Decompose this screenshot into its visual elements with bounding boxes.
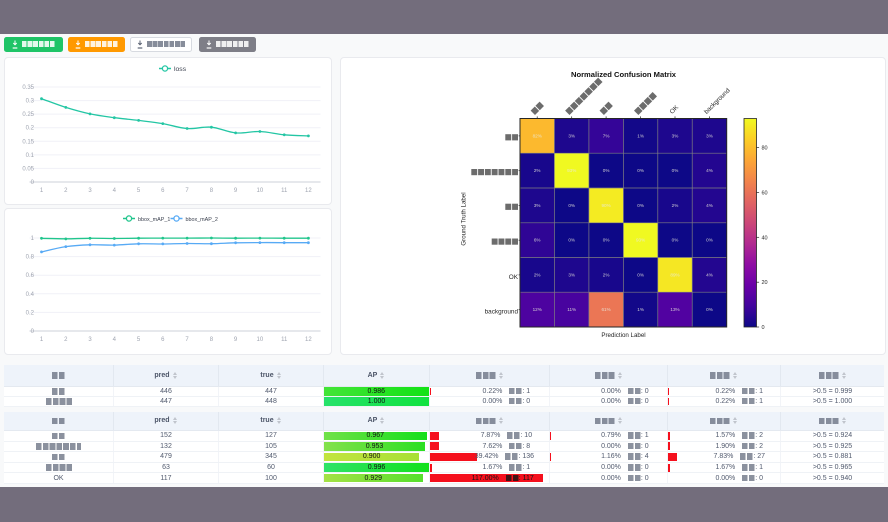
svg-text:Normalized Confusion Matrix: Normalized Confusion Matrix <box>570 70 676 79</box>
svg-text:1: 1 <box>31 236 35 242</box>
svg-text:10: 10 <box>257 188 264 194</box>
svg-text:61%: 61% <box>601 307 610 312</box>
svg-text:0%: 0% <box>706 238 713 243</box>
svg-text:3%: 3% <box>568 134 575 139</box>
svg-text:Prediction Label: Prediction Label <box>601 332 645 339</box>
svg-text:40: 40 <box>761 235 767 241</box>
svg-text:80: 80 <box>761 146 767 152</box>
svg-text:2: 2 <box>64 188 68 194</box>
svg-text:0.4: 0.4 <box>26 292 35 298</box>
svg-text:5: 5 <box>137 337 141 343</box>
svg-text:0%: 0% <box>568 238 575 243</box>
svg-text:1%: 1% <box>637 307 644 312</box>
svg-text:0%: 0% <box>637 168 644 173</box>
svg-text:0%: 0% <box>602 238 609 243</box>
svg-text:9: 9 <box>234 188 238 194</box>
svg-text:89%: 89% <box>670 273 679 278</box>
svg-text:1: 1 <box>40 188 44 194</box>
svg-text:3%: 3% <box>706 134 713 139</box>
svg-text:10: 10 <box>257 337 264 343</box>
svg-text:0%: 0% <box>602 168 609 173</box>
svg-text:3: 3 <box>88 337 92 343</box>
svg-text:2%: 2% <box>533 273 540 278</box>
svg-text:0%: 0% <box>637 203 644 208</box>
svg-text:93%: 93% <box>635 238 644 243</box>
svg-text:0: 0 <box>761 325 764 331</box>
svg-text:9: 9 <box>234 337 238 343</box>
svg-text:0%: 0% <box>568 203 575 208</box>
svg-text:2%: 2% <box>671 203 678 208</box>
svg-text:background: background <box>484 309 518 316</box>
svg-text:background: background <box>703 87 732 116</box>
svg-text:4%: 4% <box>706 273 713 278</box>
svg-text:60: 60 <box>761 191 767 197</box>
svg-text:Ground Truth Label: Ground Truth Label <box>460 192 467 245</box>
svg-text:0: 0 <box>31 329 35 335</box>
svg-text:0%: 0% <box>671 238 678 243</box>
svg-text:12%: 12% <box>532 307 541 312</box>
svg-text:2%: 2% <box>602 273 609 278</box>
svg-text:93%: 93% <box>567 168 576 173</box>
svg-text:bbox_mAP_1: bbox_mAP_1 <box>138 217 170 223</box>
svg-text:13%: 13% <box>670 307 679 312</box>
svg-text:0%: 0% <box>671 168 678 173</box>
svg-text:11: 11 <box>281 188 288 194</box>
svg-text:6: 6 <box>161 337 165 343</box>
svg-text:4: 4 <box>113 188 117 194</box>
svg-text:6: 6 <box>161 188 165 194</box>
svg-text:5: 5 <box>137 188 141 194</box>
svg-text:8: 8 <box>210 188 214 194</box>
svg-text:OK: OK <box>668 104 680 116</box>
svg-text:3%: 3% <box>671 134 678 139</box>
svg-text:2%: 2% <box>533 168 540 173</box>
svg-text:0.2: 0.2 <box>26 126 35 132</box>
svg-text:3%: 3% <box>568 273 575 278</box>
svg-text:0.1: 0.1 <box>26 153 35 159</box>
svg-text:0%: 0% <box>706 307 713 312</box>
svg-text:4: 4 <box>113 337 117 343</box>
svg-text:OK: OK <box>508 274 518 281</box>
svg-text:7: 7 <box>185 337 189 343</box>
svg-text:11: 11 <box>281 337 288 343</box>
svg-text:0.8: 0.8 <box>26 255 35 261</box>
svg-text:loss: loss <box>174 66 187 73</box>
svg-text:4%: 4% <box>706 203 713 208</box>
svg-text:0.25: 0.25 <box>22 112 34 118</box>
svg-text:0.3: 0.3 <box>26 99 35 105</box>
svg-text:4%: 4% <box>706 168 713 173</box>
svg-text:2: 2 <box>64 337 68 343</box>
svg-text:1%: 1% <box>637 134 644 139</box>
svg-text:8: 8 <box>210 337 214 343</box>
svg-text:6%: 6% <box>533 238 540 243</box>
svg-text:90%: 90% <box>601 203 610 208</box>
svg-text:12: 12 <box>305 337 312 343</box>
svg-text:0.05: 0.05 <box>22 166 34 172</box>
svg-text:0: 0 <box>31 180 35 186</box>
svg-text:0%: 0% <box>637 273 644 278</box>
svg-text:0.6: 0.6 <box>26 273 35 279</box>
svg-text:0.35: 0.35 <box>22 85 34 91</box>
svg-text:1: 1 <box>40 337 44 343</box>
svg-text:0.2: 0.2 <box>26 310 35 316</box>
svg-text:bbox_mAP_2: bbox_mAP_2 <box>186 217 218 223</box>
svg-text:3: 3 <box>88 188 92 194</box>
svg-text:3%: 3% <box>533 203 540 208</box>
svg-text:7%: 7% <box>602 134 609 139</box>
svg-text:12: 12 <box>305 188 312 194</box>
svg-text:7: 7 <box>185 188 189 194</box>
svg-text:11%: 11% <box>567 307 576 312</box>
svg-text:0.15: 0.15 <box>22 139 34 145</box>
svg-text:20: 20 <box>761 280 767 286</box>
svg-text:82%: 82% <box>532 134 541 139</box>
